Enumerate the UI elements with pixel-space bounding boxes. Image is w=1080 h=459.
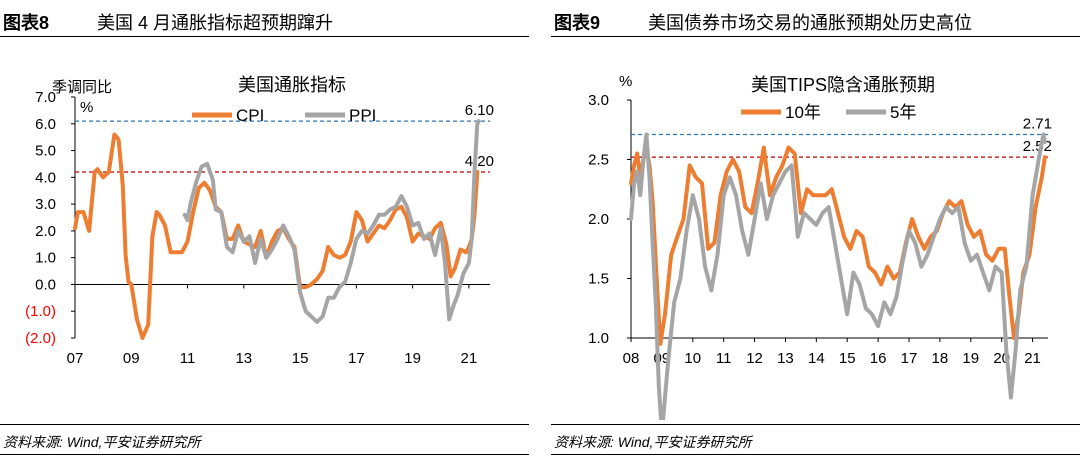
legend-label: PPI — [349, 106, 376, 125]
y-unit-label: % — [80, 99, 93, 116]
x-tick-label: 10 — [684, 350, 701, 367]
x-tick-label: 15 — [292, 350, 309, 367]
x-tick-label: 19 — [404, 350, 421, 367]
x-tick-label: 15 — [839, 350, 856, 367]
figure-source: 资料来源: Wind,平安证券研究所 — [551, 424, 1080, 455]
figure-number: 图表9 — [554, 13, 601, 33]
y-tick-label: (2.0) — [25, 330, 56, 347]
x-tick-label: 19 — [962, 350, 979, 367]
figure-panel-tips: 图表9 美国债券市场交易的通胀预期处历史高位 3.0 2.5 2.0 1.5 1.0 08… — [551, 0, 1080, 459]
reference-line-label: 4.20 — [465, 153, 494, 170]
x-tick-label: 13 — [235, 350, 252, 367]
figure-title: 美国 4 月通胀指标超预期蹿升 — [97, 13, 334, 33]
y-tick-label: 2.0 — [35, 223, 56, 240]
x-tick-label: 11 — [716, 350, 732, 367]
y-tick-label: 2.0 — [588, 211, 609, 228]
y-tick-label: 1.0 — [588, 330, 609, 347]
x-tick-label: 12 — [746, 350, 763, 367]
source-note: 资料来源: Wind,平安证券研究所 — [3, 434, 201, 450]
y-tick-label: 3.0 — [35, 196, 56, 213]
x-tick-label: 17 — [901, 350, 918, 367]
x-tick-label: 07 — [67, 350, 84, 367]
x-tick-label: 13 — [777, 350, 794, 367]
chart-title: 美国TIPS隐含通胀预期 — [751, 75, 935, 95]
y-axis-label: 季调同比 — [52, 79, 112, 96]
x-tick-label: 16 — [870, 350, 887, 367]
x-tick-label: 18 — [932, 350, 949, 367]
legend-label: 5年 — [890, 103, 916, 122]
chart-title: 美国通胀指标 — [238, 75, 346, 95]
y-tick-label: 7.0 — [35, 89, 56, 106]
x-tick-label: 14 — [808, 350, 825, 367]
tips-breakeven-chart: 3.02.52.01.51.008 09 10 11 12 13 14 15 16 17 18 19 2… — [588, 73, 1052, 420]
figure-panel-cpi-ppi: 图表8 美国 4 月通胀指标超预期蹿升 7.0 6.0 5.0 4.0 3.0 2.0 1.… — [0, 0, 529, 459]
legend-label: CPI — [236, 106, 264, 125]
series-line-2 — [182, 119, 481, 324]
y-tick-label: 1.5 — [588, 271, 609, 288]
figure-title: 美国债券市场交易的通胀预期处历史高位 — [648, 13, 972, 33]
figure-number: 图表8 — [3, 13, 50, 33]
reference-line-label: 2.71 — [1023, 116, 1052, 133]
figure-header: 图表8 美国 4 月通胀指标超预期蹿升 — [0, 0, 529, 37]
series-line-1 — [629, 145, 1047, 346]
y-tick-label: 6.0 — [35, 116, 56, 133]
x-tick-label: 17 — [348, 350, 365, 367]
x-tick-label: 11 — [180, 350, 196, 367]
y-tick-label: 2.5 — [588, 152, 609, 169]
series-line-2 — [629, 132, 1047, 420]
y-tick-label: 0.0 — [35, 276, 56, 293]
reference-line-label: 6.10 — [465, 102, 494, 119]
y-unit-label: % — [619, 73, 632, 90]
series-line-1 — [73, 132, 480, 340]
y-tick-label: 5.0 — [35, 143, 56, 160]
reference-line-label: 2.52 — [1023, 138, 1052, 155]
figure-header: 图表9 美国债券市场交易的通胀预期处历史高位 — [551, 0, 1080, 37]
figure-source: 资料来源: Wind,平安证券研究所 — [0, 424, 529, 455]
y-tick-label: 1.0 — [35, 250, 56, 267]
source-note: 资料来源: Wind,平安证券研究所 — [554, 434, 752, 450]
legend-label: 10年 — [785, 103, 821, 122]
us-inflation-chart: 7.0 6.0 5.0 4.0 3.0 2.0 1.0 0.0 (1.0) (2.0) 07 09 11… — [25, 75, 494, 367]
y-tick-label: 4.0 — [35, 169, 56, 186]
x-tick-label: 21 — [1024, 350, 1041, 367]
x-tick-label: 09 — [123, 350, 140, 367]
x-tick-label: 21 — [461, 350, 478, 367]
y-tick-label: 3.0 — [588, 92, 609, 109]
y-tick-label: (1.0) — [25, 303, 56, 320]
x-tick-label: 08 — [623, 350, 640, 367]
